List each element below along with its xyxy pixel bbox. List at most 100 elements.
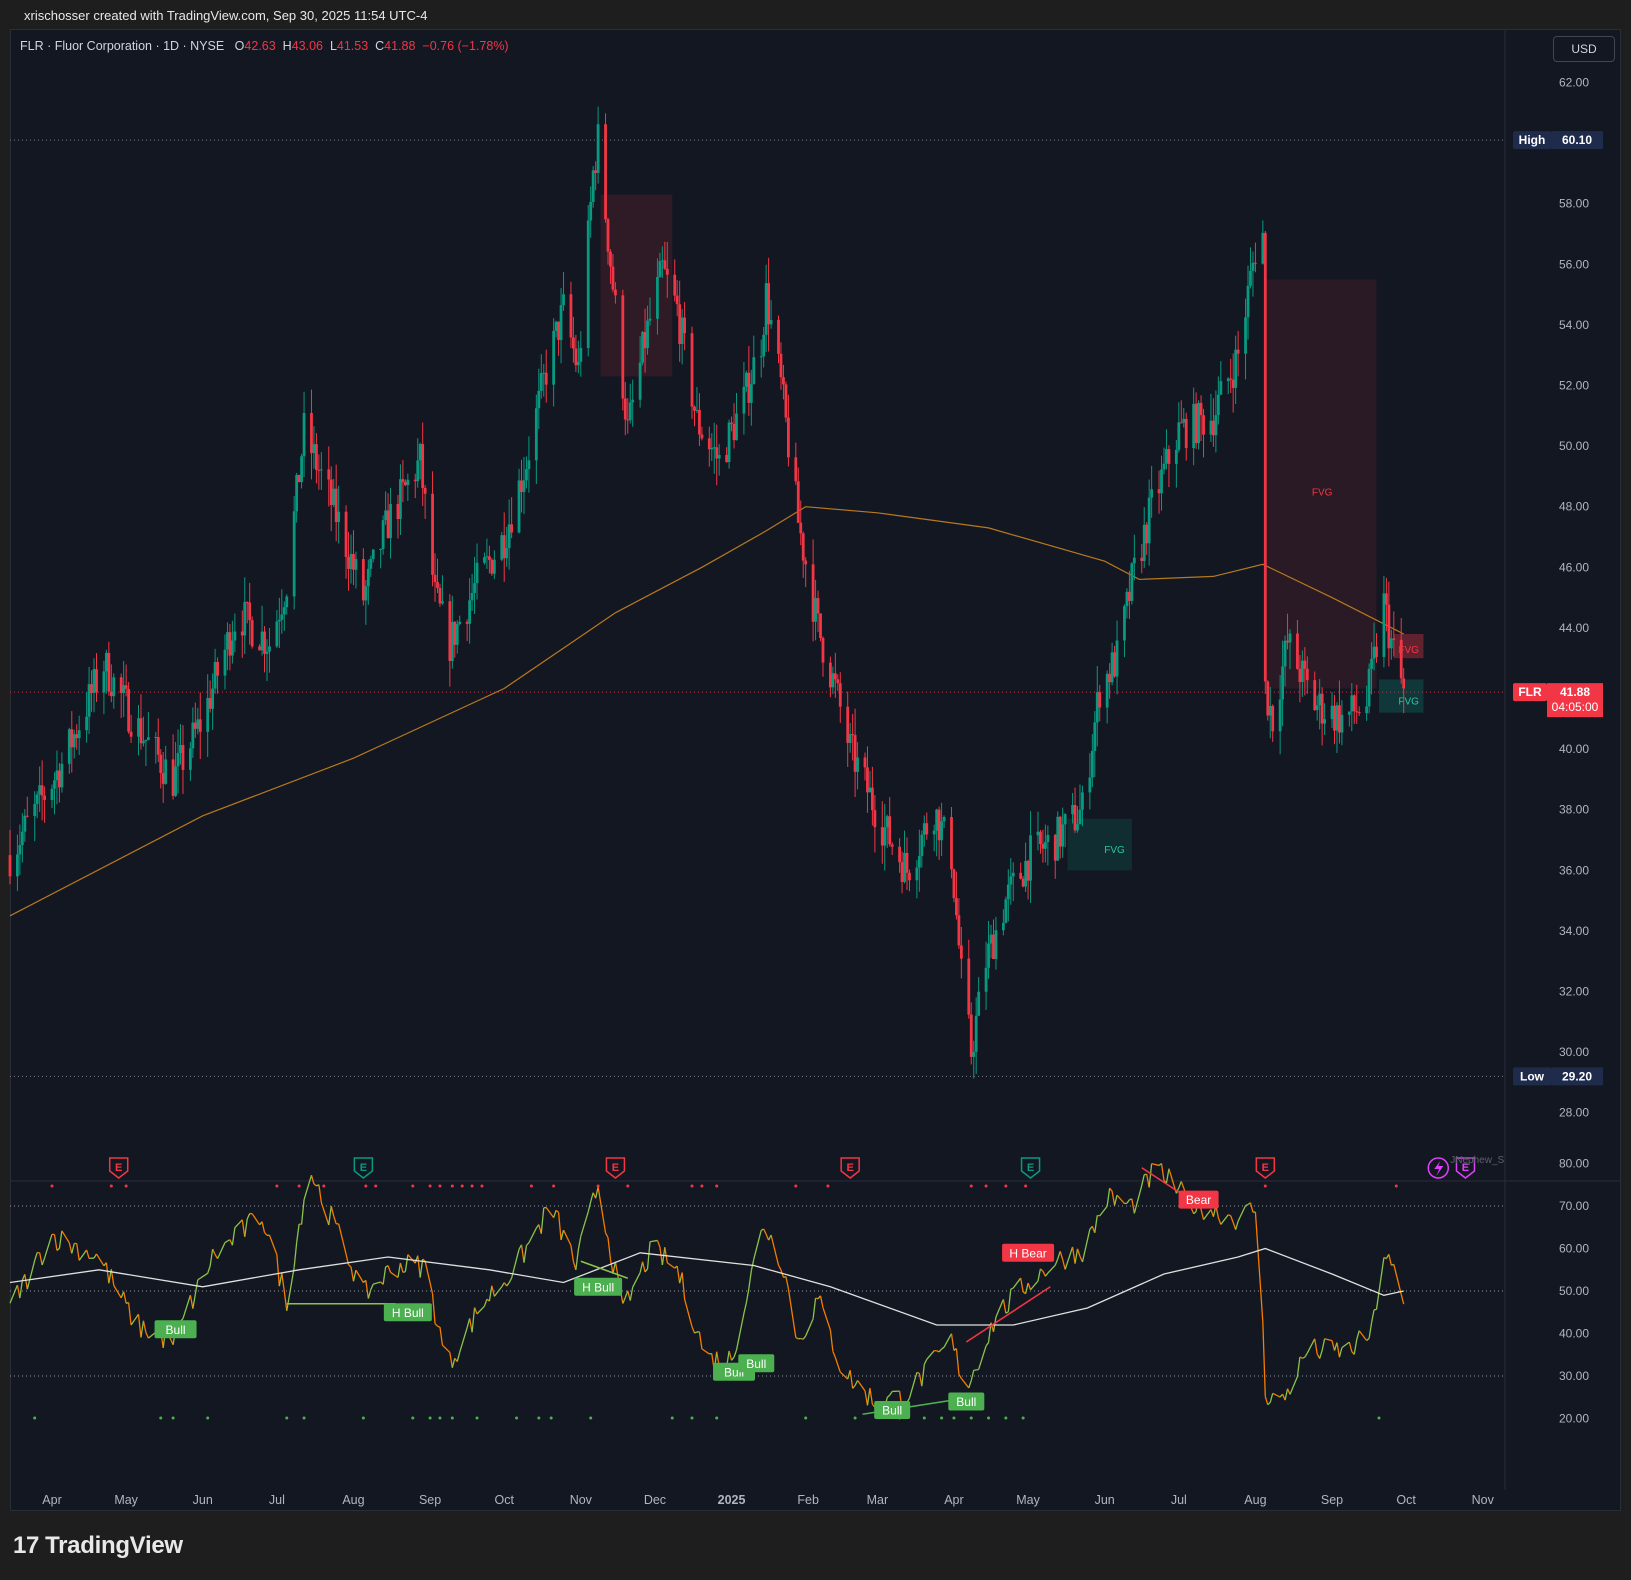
rsi-segment: [1338, 1347, 1343, 1358]
candle: [1197, 400, 1200, 450]
rsi-segment: [41, 1257, 46, 1266]
currency-button[interactable]: USD: [1553, 36, 1615, 62]
rsi-segment: [1044, 1272, 1049, 1277]
rsi-segment: [683, 1298, 693, 1327]
candle: [485, 538, 489, 569]
candle: [744, 370, 748, 392]
candle: [1370, 642, 1373, 695]
earnings-icon: E: [605, 1157, 626, 1179]
candle: [1061, 807, 1065, 858]
rsi-segment: [580, 1211, 589, 1237]
candle: [1392, 611, 1396, 657]
rsi-segment: [1306, 1338, 1316, 1354]
candle: [67, 727, 71, 774]
candle: [354, 551, 358, 589]
time-tick: Oct: [1396, 1493, 1416, 1507]
rsi-segment: [819, 1295, 824, 1308]
candle: [104, 649, 108, 694]
rsi-segment: [834, 1357, 839, 1366]
candle: [1387, 581, 1391, 667]
chart-pane[interactable]: [10, 29, 1621, 1511]
candle: [614, 282, 617, 304]
candle: [292, 496, 296, 610]
candle: [16, 834, 19, 891]
rsi-segment: [1074, 1248, 1079, 1264]
candle: [749, 369, 753, 426]
candle: [510, 497, 514, 539]
candle: [245, 601, 249, 624]
rsi-segment: [189, 1295, 194, 1309]
candle: [243, 577, 247, 654]
rsi-segment: [1054, 1258, 1059, 1266]
candle: [833, 652, 837, 698]
overbought-dot: [794, 1184, 798, 1188]
divergence-label: Bear: [1178, 1190, 1219, 1209]
overbought-dot: [969, 1184, 973, 1188]
rsi-segment: [95, 1253, 105, 1267]
rsi-segment: [473, 1307, 478, 1315]
svg-text:FLR: FLR: [1518, 685, 1542, 699]
candle: [1249, 247, 1252, 289]
candle: [1347, 711, 1351, 727]
rsi-segment: [382, 1266, 387, 1285]
rsi-segment: [338, 1223, 347, 1255]
svg-text:H Bull: H Bull: [392, 1306, 424, 1320]
candle: [1372, 622, 1376, 671]
close-value: 41.88: [384, 39, 416, 53]
fvg-label: FVG: [1398, 697, 1419, 708]
svg-text:E: E: [1262, 1162, 1269, 1174]
candle: [675, 280, 679, 317]
candle: [1011, 862, 1015, 902]
candle: [312, 426, 316, 469]
fvg-label: FVG: [1312, 488, 1333, 499]
oversold-dot: [969, 1416, 973, 1420]
price-tick: 32.00: [1559, 985, 1589, 999]
rsi-segment: [43, 1234, 53, 1259]
rsi-segment: [231, 1227, 236, 1246]
rsi-segment: [1109, 1187, 1113, 1192]
rsi-segment: [113, 1285, 122, 1299]
rsi-segment: [85, 1249, 90, 1259]
overbought-dot: [364, 1184, 368, 1188]
candle: [920, 830, 924, 868]
candle: [1382, 575, 1386, 668]
rsi-segment: [1269, 1393, 1274, 1403]
oversold-dot: [690, 1416, 694, 1420]
candle: [712, 422, 716, 474]
svg-text:Bear: Bear: [1186, 1193, 1211, 1207]
candle: [856, 742, 859, 790]
candle: [193, 702, 197, 738]
candle: [641, 331, 644, 366]
oversold-dot: [1377, 1416, 1381, 1420]
rsi-segment: [1151, 1162, 1160, 1167]
rsi-segment: [1245, 1203, 1249, 1207]
candle: [260, 605, 264, 656]
rsi-segment: [629, 1287, 634, 1301]
rsi-segment: [439, 1327, 444, 1346]
candle: [487, 545, 491, 574]
candle: [1063, 813, 1067, 848]
candle: [161, 751, 165, 803]
candle: [230, 620, 234, 664]
rsi-segment: [1393, 1264, 1402, 1295]
candle: [502, 512, 506, 582]
candle: [198, 692, 202, 759]
candle: [987, 920, 990, 979]
candle: [574, 334, 578, 372]
rsi-segment: [958, 1373, 962, 1379]
rsi-segment: [1232, 1222, 1237, 1230]
rsi-segment: [1113, 1194, 1118, 1206]
rsi-segment: [199, 1272, 209, 1279]
rsi-segment: [985, 1342, 990, 1347]
candle: [609, 249, 612, 284]
rsi-segment: [365, 1280, 369, 1299]
rsi-segment: [1160, 1163, 1165, 1181]
rsi-segment: [1030, 1280, 1039, 1291]
candle: [216, 657, 219, 694]
rsi-segment: [1059, 1251, 1064, 1260]
candle: [660, 246, 664, 278]
candle: [129, 714, 133, 743]
candle: [139, 694, 143, 750]
overbought-dot: [1394, 1184, 1398, 1188]
